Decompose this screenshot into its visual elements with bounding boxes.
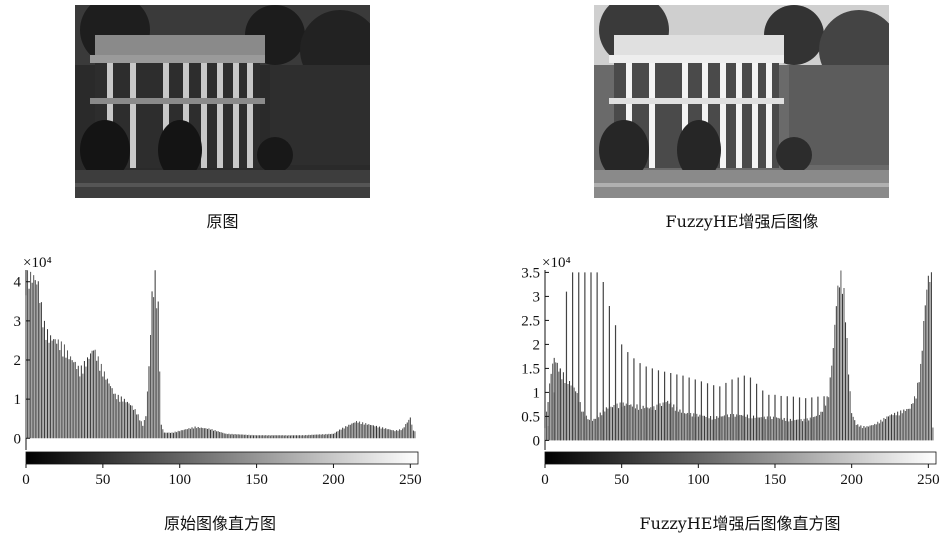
house-photo-original (75, 5, 370, 198)
y-exponent-label: ×10⁴ (542, 255, 571, 271)
y-tick-label: 1.5 (521, 361, 540, 377)
x-tick-label: 50 (614, 472, 629, 488)
x-tick-label: 150 (245, 472, 268, 488)
histogram-original: 0 50 100 150 200 250 0 1 2 3 4 ×10⁴ (0, 250, 440, 510)
x-tick-label: 250 (399, 472, 422, 488)
histogram-comb (547, 272, 825, 441)
y-tick-label: 2.5 (521, 313, 540, 329)
y-tick-label: 2 (14, 353, 22, 369)
x-tick-label: 50 (95, 472, 110, 488)
histogram-enhanced: 0 50 100 150 200 250 0 0.5 1 1.5 2 2.5 3 3.5 ×10⁴ (500, 250, 952, 510)
y-tick-label: 1 (533, 385, 541, 401)
y-tick-label: 3.5 (521, 265, 540, 281)
caption-enhanced: FuzzyHE增强后图像 (665, 212, 819, 231)
histogram-enhanced-title: FuzzyHE增强后图像直方图 (639, 514, 841, 533)
y-tick-label: 0.5 (521, 409, 540, 425)
x-tick-label: 100 (168, 472, 191, 488)
y-tick-label: 2 (533, 337, 541, 353)
x-tick-label: 100 (687, 472, 710, 488)
y-tick-label: 3 (533, 289, 541, 305)
y-tick-label: 4 (14, 275, 22, 291)
y-tick-label: 1 (14, 392, 22, 408)
house-photo-enhanced (594, 5, 889, 198)
y-tick-label: 3 (14, 314, 22, 330)
y-exponent-label: ×10⁴ (23, 255, 52, 271)
x-tick-label: 0 (541, 472, 549, 488)
grayscale-colorbar (25, 451, 419, 465)
histogram-bars (25, 270, 416, 439)
x-tick-label: 150 (764, 472, 787, 488)
x-tick-label: 250 (917, 472, 940, 488)
x-tick-label: 200 (840, 472, 863, 488)
grayscale-colorbar (544, 451, 937, 465)
x-tick-label: 0 (22, 472, 30, 488)
caption-original: 原图 (206, 212, 239, 231)
histogram-original-title: 原始图像直方图 (163, 514, 276, 533)
y-tick-label: 0 (14, 431, 22, 447)
x-tick-label: 200 (322, 472, 345, 488)
y-tick-label: 0 (533, 433, 541, 449)
